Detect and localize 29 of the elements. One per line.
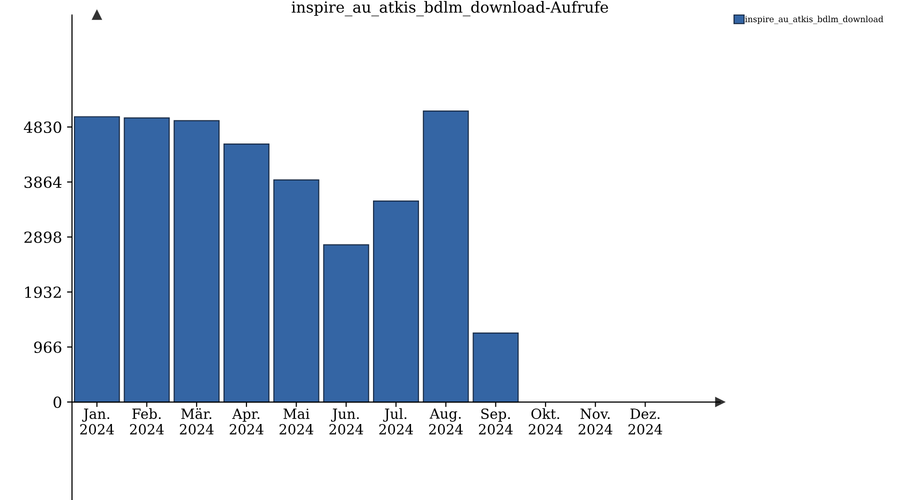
bar — [74, 116, 120, 403]
bar — [223, 144, 270, 403]
bar — [472, 332, 519, 403]
y-tick-label: 2898 — [24, 231, 62, 244]
bar — [273, 179, 320, 403]
bar — [373, 200, 419, 403]
x-tick-label: Feb. 2024 — [130, 408, 164, 435]
chart-title: inspire_au_atkis_bdlm_download-Aufrufe — [292, 1, 608, 16]
y-tick-label: 1932 — [25, 286, 61, 298]
bar — [323, 244, 370, 403]
y-tick-label: 3864 — [24, 176, 62, 188]
x-tick-label: Jun. 2024 — [329, 408, 364, 435]
x-tick-label: Apr. 2024 — [230, 408, 264, 435]
bar — [174, 120, 220, 403]
x-tick-label: Mai 2024 — [280, 408, 314, 435]
bar — [124, 117, 170, 403]
x-tick-label: Mär. 2024 — [180, 408, 214, 435]
bar — [422, 110, 469, 403]
y-tick-label: 966 — [34, 341, 62, 354]
legend-label: inspire_au_atkis_bdlm_download — [745, 16, 884, 24]
x-tick-label: Okt. 2024 — [528, 408, 563, 435]
x-tick-label: Jul. 2024 — [379, 408, 413, 435]
x-tick-label: Jan. 2024 — [80, 408, 114, 435]
y-tick-label: 0 — [54, 396, 62, 408]
x-tick-label: Nov. 2024 — [578, 408, 612, 435]
x-tick-label: Dez. 2024 — [628, 408, 662, 435]
x-tick-label: Aug. 2024 — [429, 408, 463, 435]
x-tick-label: Sep. 2024 — [478, 408, 513, 435]
y-tick-label: 4830 — [24, 121, 62, 134]
